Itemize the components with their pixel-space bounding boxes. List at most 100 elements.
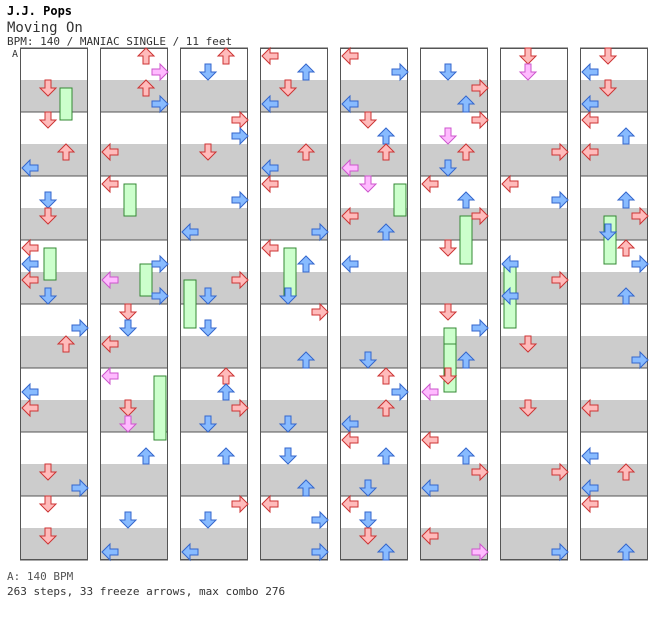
step-arrow xyxy=(181,542,199,562)
step-arrow xyxy=(198,287,218,305)
step-arrow xyxy=(21,238,39,258)
step-arrow xyxy=(456,191,476,209)
step-arrow xyxy=(581,110,599,130)
step-arrow xyxy=(38,191,58,209)
step-arrow xyxy=(501,286,519,306)
step-arrow xyxy=(216,447,236,465)
step-arrow xyxy=(231,270,249,290)
step-arrow xyxy=(261,174,279,194)
step-arrow xyxy=(471,462,489,482)
step-arrow xyxy=(198,415,218,433)
step-arrow xyxy=(278,79,298,97)
freeze-arrow xyxy=(183,279,197,329)
step-arrow xyxy=(118,415,138,433)
step-arrow xyxy=(551,542,569,562)
step-arrow xyxy=(341,254,359,274)
step-arrow xyxy=(551,270,569,290)
step-arrow xyxy=(38,495,58,513)
step-arrow xyxy=(21,382,39,402)
step-arrow xyxy=(421,174,439,194)
step-arrow xyxy=(376,223,396,241)
step-arrow xyxy=(341,494,359,514)
step-arrow xyxy=(101,334,119,354)
step-arrow xyxy=(518,335,538,353)
step-arrow xyxy=(198,511,218,529)
freeze-arrow xyxy=(139,263,153,297)
step-arrow xyxy=(296,143,316,161)
step-arrow xyxy=(581,398,599,418)
step-arrow xyxy=(391,62,409,82)
freeze-arrow xyxy=(59,87,73,121)
step-arrow xyxy=(616,287,636,305)
step-arrow xyxy=(376,399,396,417)
step-arrow xyxy=(598,47,618,65)
step-arrow xyxy=(551,190,569,210)
step-arrow xyxy=(391,382,409,402)
step-arrow xyxy=(376,367,396,385)
step-arrow xyxy=(341,94,359,114)
step-arrow xyxy=(581,142,599,162)
step-arrow xyxy=(341,414,359,434)
step-arrow xyxy=(261,158,279,178)
step-arrow xyxy=(518,47,538,65)
step-arrow xyxy=(311,302,329,322)
artist-name: J.J. Pops xyxy=(7,4,73,18)
step-arrow xyxy=(118,319,138,337)
step-arrow xyxy=(151,254,169,274)
chart-strip xyxy=(20,47,89,561)
step-arrow xyxy=(438,63,458,81)
step-arrow xyxy=(216,383,236,401)
step-arrow xyxy=(231,190,249,210)
step-arrow xyxy=(118,511,138,529)
chart-strip xyxy=(500,47,569,562)
step-arrow xyxy=(616,463,636,481)
chart-strip xyxy=(580,47,649,561)
step-arrow xyxy=(231,398,249,418)
step-arrow xyxy=(21,398,39,418)
step-arrow xyxy=(456,351,476,369)
freeze-arrow xyxy=(123,183,137,217)
step-arrow xyxy=(278,415,298,433)
step-arrow xyxy=(616,543,636,561)
step-arrow xyxy=(358,351,378,369)
step-arrow xyxy=(581,494,599,514)
step-arrow xyxy=(358,511,378,529)
chart-strip xyxy=(260,46,329,562)
step-arrow xyxy=(198,319,218,337)
step-arrow xyxy=(21,270,39,290)
step-arrow xyxy=(181,222,199,242)
chart-info: BPM: 140 / MANIAC SINGLE / 11 feet xyxy=(7,35,233,48)
step-arrow xyxy=(421,430,439,450)
step-arrow xyxy=(551,462,569,482)
step-arrow xyxy=(278,287,298,305)
freeze-arrow xyxy=(153,375,167,441)
step-arrow xyxy=(456,143,476,161)
step-arrow xyxy=(616,191,636,209)
step-arrow xyxy=(261,46,279,66)
step-arrow xyxy=(376,447,396,465)
step-arrow xyxy=(38,111,58,129)
step-arrow xyxy=(631,254,649,274)
step-arrow xyxy=(71,478,89,498)
step-arrow xyxy=(296,351,316,369)
step-arrow xyxy=(341,430,359,450)
step-arrow xyxy=(198,143,218,161)
freeze-arrow xyxy=(459,215,473,265)
step-arrow xyxy=(56,335,76,353)
step-arrow xyxy=(261,94,279,114)
chart-strip xyxy=(180,47,249,562)
step-arrow xyxy=(598,223,618,241)
step-arrow xyxy=(376,143,396,161)
step-arrow xyxy=(501,254,519,274)
step-arrow xyxy=(581,94,599,114)
chart-strip xyxy=(340,46,409,561)
step-arrow xyxy=(421,478,439,498)
step-arrow xyxy=(21,254,39,274)
step-arrow xyxy=(151,286,169,306)
step-arrow xyxy=(341,206,359,226)
step-arrow xyxy=(616,127,636,145)
freeze-arrow xyxy=(603,215,617,265)
step-arrow xyxy=(581,446,599,466)
step-arrow xyxy=(296,479,316,497)
step-arrow xyxy=(136,47,156,65)
